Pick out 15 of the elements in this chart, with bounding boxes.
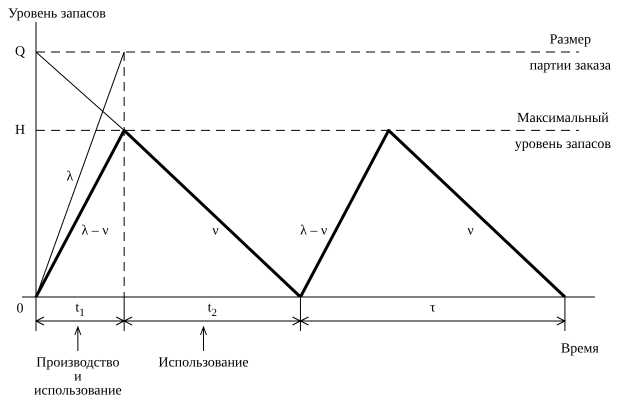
text: Использование <box>158 356 249 371</box>
ref-line-label: Максимальный уровень запасов <box>514 111 612 152</box>
annotation: λ – ν <box>82 224 109 239</box>
annotation: ν <box>467 224 474 239</box>
annotation: λ <box>66 170 74 185</box>
text: Производство и использование <box>34 356 122 399</box>
text: τ <box>430 300 436 316</box>
y-axis-title: Уровень запасов <box>8 6 106 22</box>
ref-line-label: Размер партии заказа <box>530 32 612 74</box>
x-axis-title: Время <box>560 342 600 357</box>
annotation: H <box>14 123 26 138</box>
annotation: λ – ν <box>300 224 328 239</box>
annotation: ν <box>212 224 219 239</box>
text: 0 <box>16 302 24 317</box>
annotation: Q <box>14 44 26 60</box>
